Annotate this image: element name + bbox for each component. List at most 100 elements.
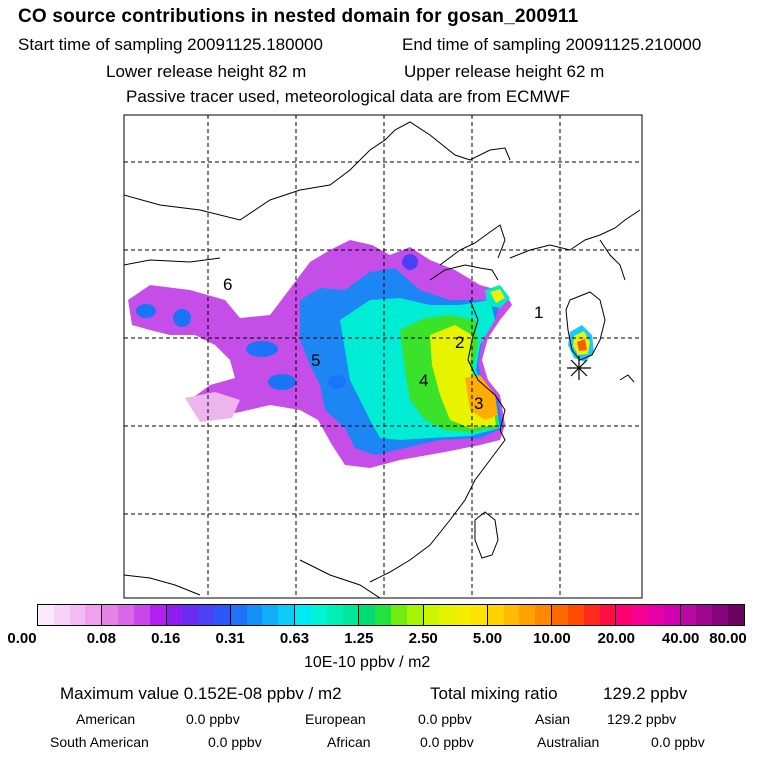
maximum-value-label: Maximum value 0.152E-08 ppbv / m2 (60, 684, 342, 703)
color-swatch (567, 605, 584, 625)
color-scale-tick-label: 0.16 (151, 630, 181, 647)
color-swatch (583, 605, 600, 625)
color-scale-tick-label: 1.25 (344, 630, 374, 647)
color-scale-segment (680, 605, 744, 625)
plot-title: CO source contributions in nested domain… (18, 6, 579, 27)
color-swatch (616, 605, 633, 625)
color-swatch (198, 605, 214, 625)
color-scale-tick-label: 0.08 (86, 630, 116, 647)
source-value-asian: 129.2 ppbv (607, 711, 677, 727)
color-scale-tick-label: 0.00 (7, 630, 37, 647)
lower-release-label: Lower release height 82 m (106, 62, 307, 81)
color-scale-segment (38, 605, 103, 625)
color-scale-segment (102, 605, 167, 625)
source-value-south-american: 0.0 ppbv (208, 734, 262, 750)
color-swatch (295, 605, 311, 625)
color-scale-bar (37, 604, 745, 626)
upper-release-label: Upper release height 62 m (404, 62, 605, 81)
color-scale-tick-label: 10.00 (533, 630, 571, 647)
color-swatch (712, 605, 729, 625)
source-name-american: American (76, 711, 136, 727)
color-scale-segment (487, 605, 553, 625)
map-frame (123, 114, 643, 599)
color-swatch (375, 605, 391, 625)
color-swatch (487, 605, 504, 625)
color-swatch (182, 605, 199, 625)
color-swatch (102, 605, 119, 625)
end-time-label: End time of sampling 20091125.210000 (402, 35, 702, 54)
asterisk-icon (567, 356, 591, 380)
color-swatch (166, 605, 183, 625)
units-label: 10E-10 ppbv / m2 (304, 654, 431, 671)
color-swatch (680, 605, 697, 625)
total-value: 129.2 ppbv (603, 684, 688, 703)
source-value-australian: 0.0 ppbv (651, 734, 705, 750)
source-name-australian: Australian (537, 734, 600, 750)
color-swatch (455, 605, 472, 625)
plume-faint (185, 392, 240, 422)
source-name-european: European (305, 711, 366, 727)
blob-6 (402, 254, 418, 270)
plume-layer (128, 240, 594, 468)
color-scale-tick-label: 0.31 (215, 630, 245, 647)
blob-5 (328, 375, 346, 389)
tracer-note: Passive tracer used, meteorological data… (126, 87, 571, 106)
color-swatch (663, 605, 680, 625)
source-value-african: 0.0 ppbv (420, 734, 474, 750)
graticule (124, 115, 642, 598)
source-name-asian: Asian (535, 711, 571, 727)
color-swatch (246, 605, 263, 625)
color-swatch (262, 605, 279, 625)
color-swatch (535, 605, 552, 625)
color-scale-segment (616, 605, 681, 625)
color-scale-tick-label: 2.50 (408, 630, 438, 647)
blob-2 (173, 309, 191, 327)
color-swatch (552, 605, 568, 625)
source-name-south-american: South American (50, 734, 149, 750)
color-swatch (310, 605, 327, 625)
source-name-african: African (327, 734, 371, 750)
color-swatch (326, 605, 343, 625)
color-scale-segment (230, 605, 296, 625)
color-scale-tick-label: 80.00 (709, 630, 747, 647)
color-scale-tick-label: 20.00 (597, 630, 636, 647)
color-swatch (728, 605, 744, 625)
source-value-european: 0.0 ppbv (418, 711, 472, 727)
color-swatch (85, 605, 102, 625)
region-label-4: 4 (419, 371, 428, 390)
color-swatch (230, 605, 247, 625)
color-swatch (278, 605, 295, 625)
color-swatch (213, 605, 230, 625)
plume-orange (465, 375, 498, 420)
color-swatch (149, 605, 166, 625)
color-scale-tick-label: 0.63 (279, 630, 310, 647)
blob-3 (246, 341, 278, 357)
color-swatch (118, 605, 134, 625)
color-swatch (696, 605, 713, 625)
color-swatch (519, 605, 536, 625)
color-swatch (406, 605, 423, 625)
color-swatch (423, 605, 440, 625)
color-swatch (38, 605, 54, 625)
region-label-6: 6 (223, 275, 232, 294)
color-swatch (359, 605, 376, 625)
blob-1 (136, 304, 156, 318)
color-scale-segment (359, 605, 424, 625)
color-swatch (342, 605, 359, 625)
color-swatch (69, 605, 86, 625)
region-label-3: 3 (474, 394, 483, 413)
color-swatch (632, 605, 649, 625)
region-labels: 1 2 3 4 5 6 (223, 275, 543, 413)
region-label-5: 5 (311, 351, 320, 370)
blob-4 (268, 374, 296, 390)
color-scale-segment (552, 605, 617, 625)
color-scale-segment (166, 605, 231, 625)
color-swatch (471, 605, 487, 625)
color-swatch (648, 605, 664, 625)
color-scale-tick-label: 5.00 (472, 630, 503, 647)
total-label: Total mixing ratio (430, 684, 558, 703)
color-scale-segment (423, 605, 488, 625)
region-label-2: 2 (455, 333, 464, 352)
start-time-label: Start time of sampling 20091125.180000 (18, 35, 323, 54)
